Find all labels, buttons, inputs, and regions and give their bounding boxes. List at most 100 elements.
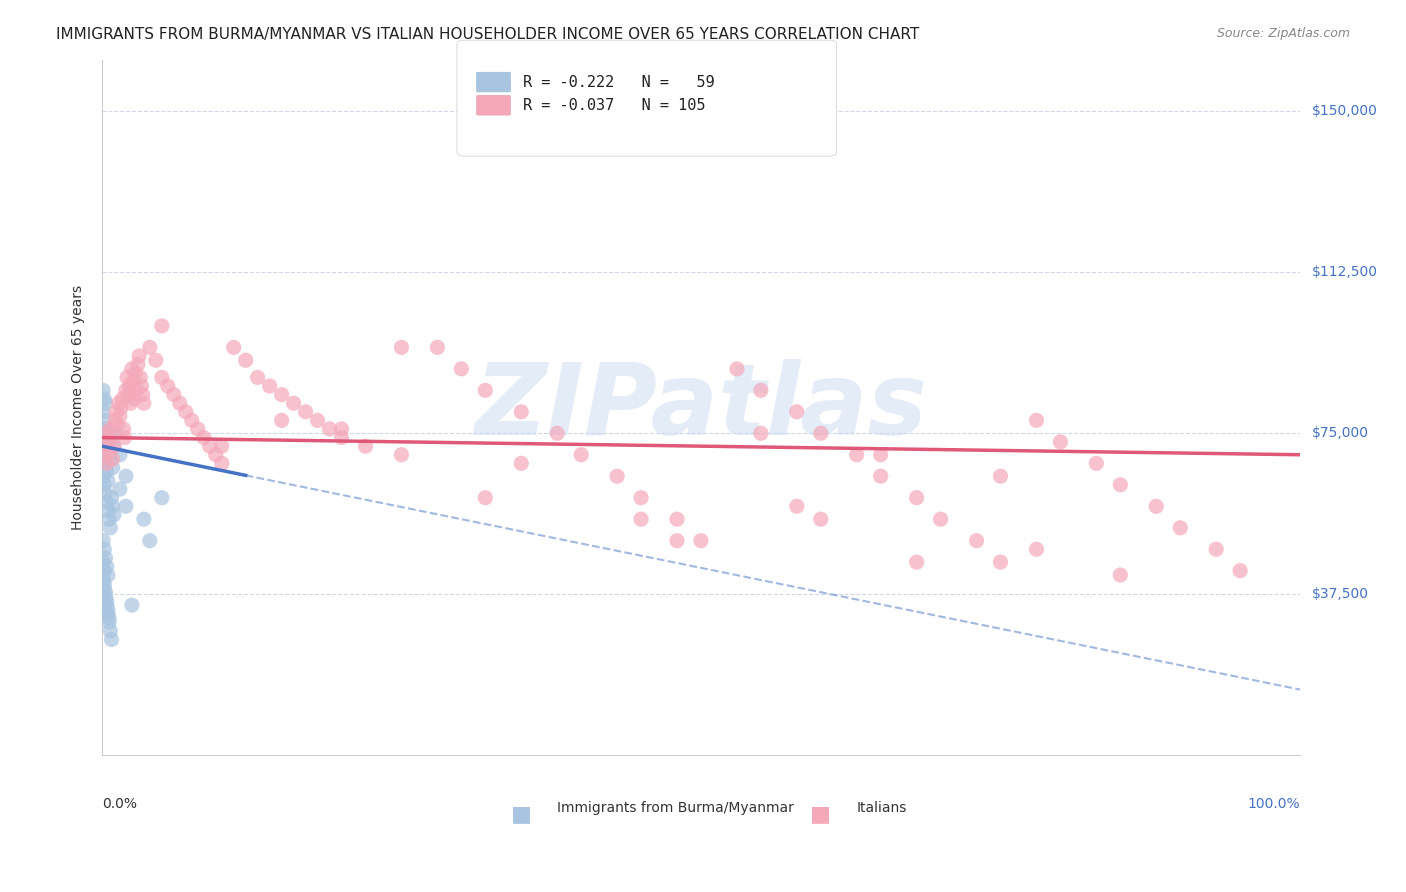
Immigrants from Burma/Myanmar [91, 384, 114, 398]
Immigrants from Burma/Myanmar [97, 434, 120, 449]
Immigrants from Burma/Myanmar [94, 550, 117, 565]
Italians [100, 431, 122, 445]
Text: Immigrants from Burma/Myanmar: Immigrants from Burma/Myanmar [557, 801, 794, 814]
Immigrants from Burma/Myanmar [96, 456, 118, 470]
Italians [354, 439, 377, 453]
Italians [270, 413, 292, 427]
Italians [990, 555, 1012, 569]
Immigrants from Burma/Myanmar [101, 500, 124, 514]
Immigrants from Burma/Myanmar [93, 413, 115, 427]
Italians [1168, 521, 1191, 535]
Italians [630, 491, 652, 505]
Italians [1229, 564, 1251, 578]
Italians [666, 512, 689, 526]
Italians [124, 366, 146, 380]
Italians [666, 533, 689, 548]
Italians [118, 379, 141, 393]
Immigrants from Burma/Myanmar [91, 533, 114, 548]
Italians [318, 422, 340, 436]
Immigrants from Burma/Myanmar [94, 448, 117, 462]
Italians [391, 340, 413, 354]
Text: ZIPatlas: ZIPatlas [474, 359, 928, 456]
Italians [110, 401, 132, 415]
Italians [426, 340, 449, 354]
Italians [105, 405, 128, 419]
Immigrants from Burma/Myanmar [98, 512, 121, 526]
Italians [510, 405, 533, 419]
Italians [869, 448, 891, 462]
Immigrants from Burma/Myanmar [93, 581, 115, 595]
Italians [150, 370, 173, 384]
Italians [869, 469, 891, 483]
Italians [91, 439, 114, 453]
Immigrants from Burma/Myanmar [96, 598, 118, 612]
Immigrants from Burma/Myanmar [93, 478, 115, 492]
Text: $150,000: $150,000 [1312, 104, 1378, 118]
Italians [630, 512, 652, 526]
Italians [103, 439, 125, 453]
Italians [391, 448, 413, 462]
Italians [169, 396, 191, 410]
Italians [131, 387, 153, 401]
Italians [330, 422, 353, 436]
Immigrants from Burma/Myanmar [91, 572, 114, 586]
Italians [108, 409, 131, 423]
Italians [180, 413, 202, 427]
Immigrants from Burma/Myanmar [103, 508, 125, 522]
Italians [1144, 500, 1167, 514]
Italians [810, 426, 832, 441]
Immigrants from Burma/Myanmar [96, 495, 118, 509]
Text: ■: ■ [810, 804, 831, 824]
Immigrants from Burma/Myanmar [93, 576, 115, 591]
Text: IMMIGRANTS FROM BURMA/MYANMAR VS ITALIAN HOUSEHOLDER INCOME OVER 65 YEARS CORREL: IMMIGRANTS FROM BURMA/MYANMAR VS ITALIAN… [56, 27, 920, 42]
Italians [122, 375, 145, 389]
Italians [120, 396, 142, 410]
Text: Italians: Italians [856, 801, 907, 814]
Italians [187, 422, 209, 436]
Text: ■: ■ [510, 804, 531, 824]
Italians [97, 434, 120, 449]
Italians [845, 448, 868, 462]
Immigrants from Burma/Myanmar [132, 512, 155, 526]
Text: Source: ZipAtlas.com: Source: ZipAtlas.com [1216, 27, 1350, 40]
Italians [283, 396, 305, 410]
Italians [510, 456, 533, 470]
Italians [211, 439, 233, 453]
Italians [294, 405, 316, 419]
Y-axis label: Householder Income Over 65 years: Householder Income Over 65 years [72, 285, 86, 530]
Immigrants from Burma/Myanmar [150, 491, 173, 505]
Italians [163, 387, 186, 401]
Italians [104, 413, 127, 427]
Italians [204, 448, 226, 462]
Italians [174, 405, 197, 419]
Italians [786, 405, 808, 419]
Immigrants from Burma/Myanmar [139, 533, 162, 548]
Immigrants from Burma/Myanmar [94, 456, 117, 470]
Italians [222, 340, 245, 354]
Text: $112,500: $112,500 [1312, 265, 1378, 279]
Immigrants from Burma/Myanmar [91, 405, 114, 419]
Immigrants from Burma/Myanmar [98, 615, 121, 630]
Immigrants from Burma/Myanmar [100, 632, 122, 647]
Immigrants from Burma/Myanmar [91, 555, 114, 569]
Italians [905, 555, 928, 569]
Italians [1025, 413, 1047, 427]
Italians [94, 426, 117, 441]
Immigrants from Burma/Myanmar [100, 491, 122, 505]
Immigrants from Burma/Myanmar [93, 564, 115, 578]
Immigrants from Burma/Myanmar [115, 469, 138, 483]
Italians [606, 469, 628, 483]
Immigrants from Burma/Myanmar [100, 431, 122, 445]
Immigrants from Burma/Myanmar [94, 422, 117, 436]
Immigrants from Burma/Myanmar [93, 392, 115, 406]
Italians [98, 443, 121, 458]
Italians [1049, 434, 1071, 449]
Italians [111, 392, 134, 406]
Immigrants from Burma/Myanmar [91, 426, 114, 441]
Text: R = -0.222   N =   59: R = -0.222 N = 59 [523, 75, 714, 89]
Immigrants from Burma/Myanmar [103, 426, 125, 441]
Immigrants from Burma/Myanmar [108, 448, 131, 462]
Immigrants from Burma/Myanmar [98, 624, 121, 638]
Italians [235, 353, 257, 368]
Immigrants from Burma/Myanmar [98, 521, 121, 535]
